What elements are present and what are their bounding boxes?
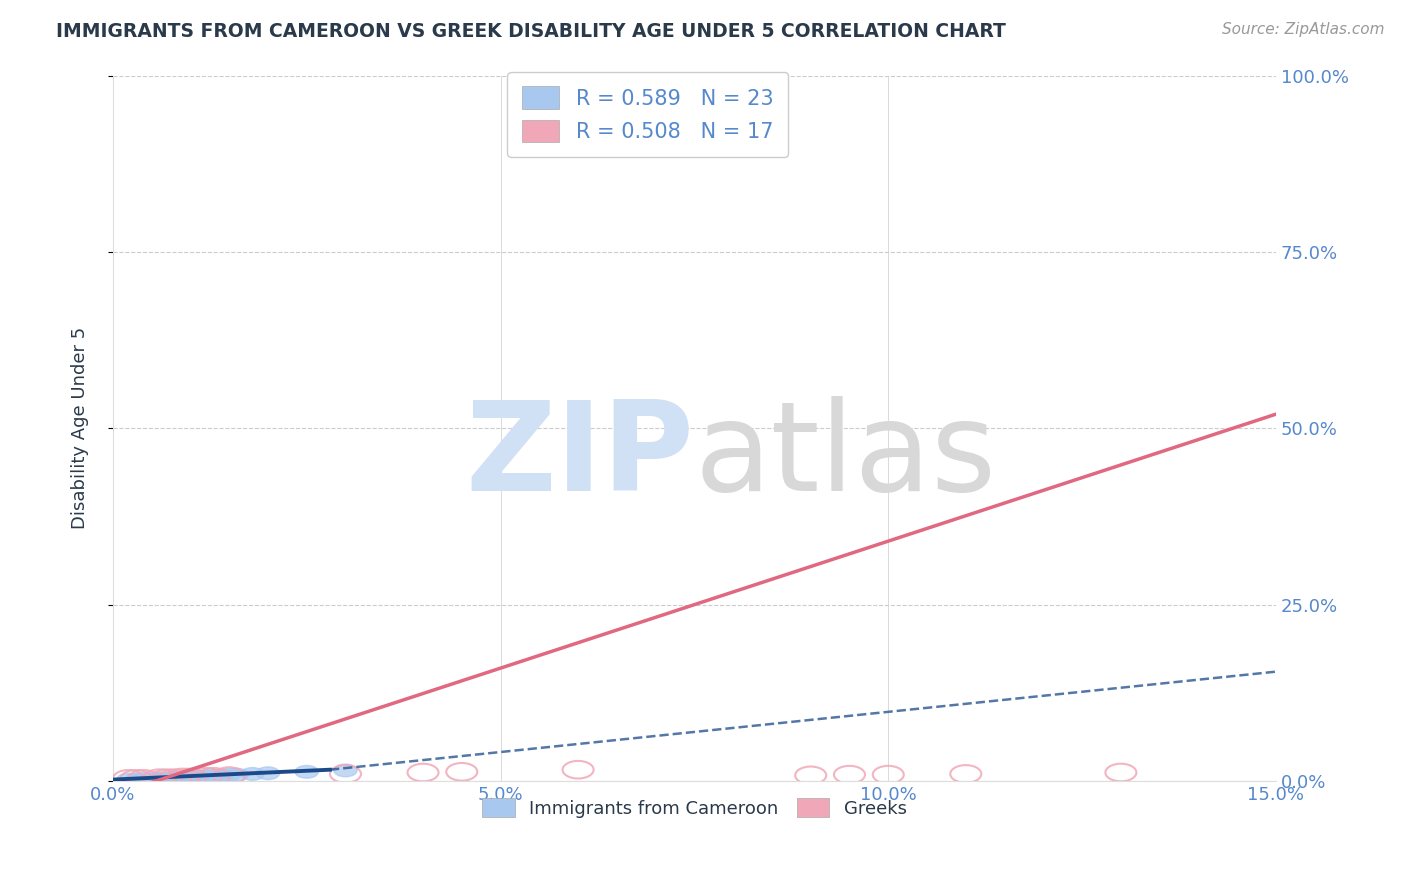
- Ellipse shape: [163, 771, 187, 784]
- Ellipse shape: [202, 770, 225, 782]
- Ellipse shape: [148, 772, 172, 785]
- Ellipse shape: [179, 771, 202, 783]
- Ellipse shape: [117, 773, 141, 786]
- Ellipse shape: [187, 771, 209, 783]
- Ellipse shape: [156, 772, 179, 785]
- Text: IMMIGRANTS FROM CAMEROON VS GREEK DISABILITY AGE UNDER 5 CORRELATION CHART: IMMIGRANTS FROM CAMEROON VS GREEK DISABI…: [56, 22, 1007, 41]
- Ellipse shape: [132, 772, 156, 785]
- Text: ZIP: ZIP: [465, 396, 695, 517]
- Ellipse shape: [148, 772, 172, 785]
- Ellipse shape: [125, 773, 148, 786]
- Y-axis label: Disability Age Under 5: Disability Age Under 5: [72, 327, 89, 529]
- Text: atlas: atlas: [695, 396, 997, 517]
- Ellipse shape: [256, 767, 280, 780]
- Ellipse shape: [172, 771, 194, 784]
- Legend: Immigrants from Cameroon, Greeks: Immigrants from Cameroon, Greeks: [475, 790, 914, 825]
- Ellipse shape: [163, 772, 187, 785]
- Ellipse shape: [141, 772, 163, 785]
- Ellipse shape: [179, 771, 202, 784]
- Ellipse shape: [172, 772, 194, 785]
- Ellipse shape: [240, 768, 264, 780]
- Text: Source: ZipAtlas.com: Source: ZipAtlas.com: [1222, 22, 1385, 37]
- Ellipse shape: [333, 764, 357, 777]
- Ellipse shape: [225, 768, 249, 781]
- Ellipse shape: [218, 768, 240, 781]
- Ellipse shape: [295, 765, 318, 778]
- Ellipse shape: [194, 770, 218, 782]
- Ellipse shape: [209, 769, 233, 781]
